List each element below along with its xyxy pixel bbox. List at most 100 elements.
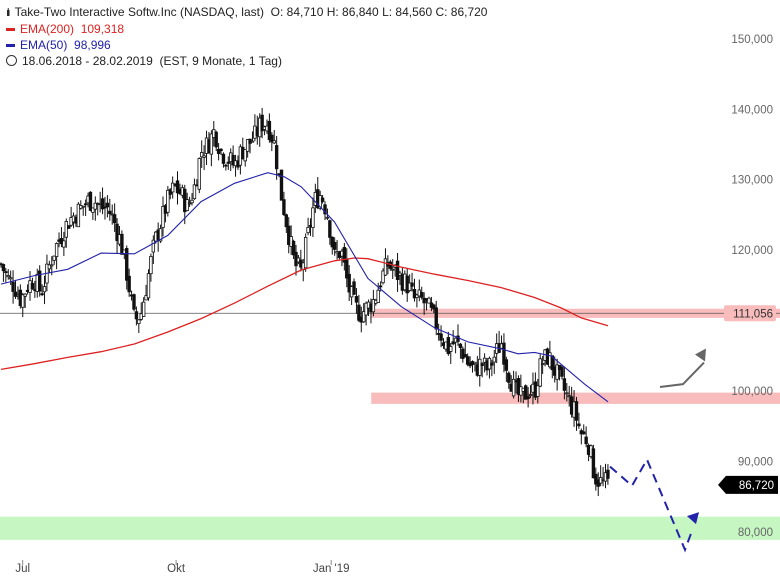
candle-body: [584, 436, 588, 445]
candle-body: [21, 294, 25, 308]
candle-body: [332, 242, 337, 250]
candle-body: [170, 182, 175, 193]
last-price-label: 86,720: [739, 480, 774, 492]
candle-body: [127, 275, 131, 293]
candle-body: [105, 202, 110, 208]
candle-body: [410, 282, 414, 287]
candle-body: [192, 184, 197, 200]
y-tick-label: 90,000: [738, 457, 773, 469]
date-range: 18.06.2018 - 28.02.2019: [22, 54, 153, 68]
candle-body: [132, 294, 136, 310]
candle-body: [282, 199, 286, 215]
resistance-zone-lower: [371, 392, 780, 404]
legend-ema50[interactable]: EMA(50) 98,996: [6, 38, 111, 52]
ema200-label: EMA(200): [20, 22, 75, 36]
candle-body: [141, 301, 146, 317]
ema200-swatch: [6, 28, 15, 32]
candle-body: [458, 343, 463, 348]
candle-body: [538, 358, 542, 387]
target-zone: [0, 516, 780, 540]
candle-body: [30, 283, 35, 290]
candle-body: [536, 385, 540, 397]
candle-body: [422, 297, 426, 304]
candle-body: [465, 356, 470, 365]
candle-body: [528, 394, 533, 396]
candle-body: [352, 281, 356, 295]
legend-ema200[interactable]: EMA(200) 109,318: [6, 22, 124, 36]
candle-body: [449, 346, 453, 352]
candle-body: [378, 285, 383, 288]
arrow-head-up-icon: [695, 348, 706, 362]
candle-body: [574, 401, 579, 421]
candle-body: [4, 271, 8, 274]
candle-body: [42, 286, 47, 293]
candle-body: [434, 307, 438, 330]
candle-body: [221, 153, 226, 164]
candle-body: [270, 134, 274, 143]
candle-body: [137, 319, 141, 325]
ema200-value: 109,318: [80, 22, 125, 36]
candle-body: [420, 292, 424, 298]
candle-body: [64, 221, 68, 238]
candle-body: [412, 288, 417, 299]
candle-body: [76, 203, 81, 228]
candle-body: [199, 152, 204, 158]
y-tick-label: 100,000: [731, 386, 773, 398]
candle-body: [245, 139, 250, 152]
candle-body: [555, 364, 559, 380]
candle-body: [432, 304, 436, 310]
chart-title: Take-Two Interactive Softw.Inc (NASDAQ, …: [14, 5, 264, 19]
y-tick-label: 140,000: [731, 104, 773, 116]
candle-body: [149, 256, 153, 275]
candle-body: [303, 237, 308, 269]
level-price-tag: [724, 305, 776, 322]
candle-body: [407, 282, 412, 291]
candle-body: [81, 205, 85, 208]
candle-body: [243, 149, 247, 162]
level-price-label: 111,056: [733, 308, 773, 320]
candle-body: [318, 195, 322, 209]
candle-body: [88, 191, 93, 211]
arrow-head-down-icon: [687, 512, 699, 525]
projection-down-arrow: [609, 457, 693, 553]
candle-body: [562, 378, 567, 391]
date-range-detail: (EST, 9 Monate, 1 Tag): [159, 54, 282, 68]
candle-body: [427, 297, 431, 304]
candle-body: [371, 299, 376, 313]
candle-body: [50, 264, 54, 267]
candle-body: [526, 396, 530, 400]
candle-body: [524, 385, 528, 400]
candle-body: [492, 356, 496, 363]
date-range-row: 18.06.2018 - 28.02.2019 (EST, 9 Monate, …: [6, 54, 282, 68]
candlestick-series: [0, 107, 610, 497]
candle-body: [134, 311, 139, 320]
candle-body: [11, 281, 15, 292]
candle-body: [224, 164, 228, 167]
candle-body: [439, 333, 443, 341]
candle-body: [146, 273, 151, 299]
x-tick-label: Jul: [15, 563, 30, 575]
x-axis: Jul Okt Jan '19: [15, 560, 350, 575]
candle-body: [357, 304, 361, 321]
candle-body: [103, 206, 107, 209]
candle-body: [342, 247, 347, 263]
y-axis: 150,000 140,000 130,000 120,000 111,056 100,0…: [718, 34, 778, 539]
candle-body: [274, 145, 279, 170]
candle-body: [364, 302, 368, 316]
candle-body: [219, 148, 223, 152]
candle-body: [446, 337, 451, 355]
candle-body: [354, 296, 359, 303]
candle-body: [606, 469, 610, 479]
candle-body: [151, 239, 156, 253]
candle-body: [347, 273, 351, 293]
candle-body: [8, 277, 13, 280]
candle-body: [451, 341, 455, 345]
candle-body: [284, 214, 289, 228]
candle-body: [190, 199, 194, 204]
candle-body: [250, 140, 255, 143]
candle-body: [480, 363, 484, 366]
candle-body: [226, 161, 230, 164]
candle-body: [216, 148, 221, 155]
candle-body: [209, 133, 214, 155]
